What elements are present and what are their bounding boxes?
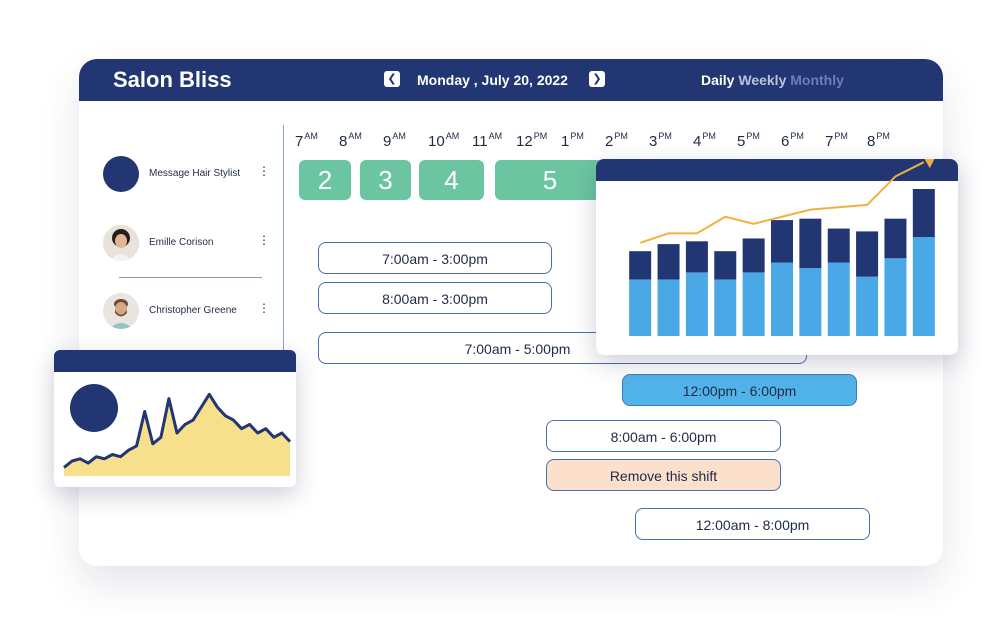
- widget-header: [54, 350, 296, 372]
- hour-label: 10AM: [428, 131, 460, 150]
- tab-monthly[interactable]: Monthly: [790, 72, 844, 88]
- hour-label: 11AM: [472, 131, 503, 150]
- avatar: [103, 293, 139, 329]
- hour-label: 9AM: [383, 131, 406, 150]
- bar-segment-lower: [884, 258, 907, 336]
- staff-row-emille-corison[interactable]: Emille Corison ⋮: [103, 225, 273, 261]
- staff-count-block[interactable]: 2: [299, 160, 351, 200]
- hour-label: 6PM: [781, 131, 804, 150]
- bar-segment-lower: [827, 262, 850, 336]
- bar-segment-lower: [657, 279, 680, 336]
- bar-segment-upper: [714, 251, 737, 280]
- shift-block[interactable]: 8:00am - 6:00pm: [546, 420, 781, 452]
- sun-icon: [70, 384, 118, 432]
- current-date: Monday , July 20, 2022: [417, 72, 568, 88]
- hour-label: 2PM: [605, 131, 628, 150]
- view-switcher: Daily Weekly Monthly: [701, 72, 844, 88]
- bar-segment-lower: [629, 279, 652, 336]
- staff-row-christopher-greene[interactable]: Christopher Greene ⋮: [103, 293, 273, 329]
- staff-count-block[interactable]: 3: [360, 160, 411, 200]
- tab-weekly[interactable]: Weekly: [738, 72, 787, 88]
- bar-segment-lower: [856, 276, 879, 336]
- bar-segment-upper: [884, 218, 907, 259]
- staff-count-block[interactable]: 5: [495, 160, 605, 200]
- shift-block-selected[interactable]: 12:00pm - 6:00pm: [622, 374, 857, 406]
- bar-segment-lower: [714, 279, 737, 336]
- tab-daily[interactable]: Daily: [701, 72, 735, 88]
- hour-label: 7PM: [825, 131, 848, 150]
- trend-arrow-icon: [924, 159, 935, 169]
- staff-divider: [119, 277, 262, 278]
- more-options-icon[interactable]: ⋮: [258, 164, 270, 178]
- staff-count-block[interactable]: 4: [419, 160, 484, 200]
- hour-label: 5PM: [737, 131, 760, 150]
- next-day-button[interactable]: ❯: [589, 71, 605, 87]
- area-line: [63, 392, 292, 469]
- avatar-placeholder: [103, 156, 139, 192]
- bar-segment-lower: [742, 272, 765, 336]
- hour-label: 8AM: [339, 131, 362, 150]
- area-chart-widget: [54, 350, 296, 487]
- staff-name: Christopher Greene: [149, 305, 237, 316]
- hour-label: 7AM: [295, 131, 318, 150]
- chevron-right-icon: ❯: [592, 73, 602, 85]
- bar-segment-lower: [799, 268, 822, 336]
- bar-segment-lower: [912, 237, 935, 336]
- bar-segment-upper: [771, 220, 793, 263]
- bar-segment-upper: [685, 241, 708, 273]
- trend-line: [639, 161, 925, 244]
- shift-block[interactable]: 12:00am - 8:00pm: [635, 508, 870, 540]
- hour-label: 12PM: [516, 131, 548, 150]
- app-header: Salon Bliss ❮ Monday , July 20, 2022 ❯ D…: [79, 59, 943, 101]
- person-photo-icon: [103, 293, 139, 329]
- hour-label: 3PM: [649, 131, 672, 150]
- bar-segment-upper: [827, 228, 850, 263]
- prev-day-button[interactable]: ❮: [384, 71, 400, 87]
- person-photo-icon: [103, 225, 139, 261]
- bar-segment-upper: [912, 189, 935, 238]
- remove-shift-button[interactable]: Remove this shift: [546, 459, 781, 491]
- more-options-icon[interactable]: ⋮: [258, 301, 270, 315]
- chevron-left-icon: ❮: [387, 73, 397, 85]
- staff-name: Emille Corison: [149, 237, 214, 248]
- widget-header: [596, 159, 958, 181]
- shift-block[interactable]: 7:00am - 3:00pm: [318, 242, 552, 274]
- hour-label: 8PM: [867, 131, 890, 150]
- area-fill: [64, 394, 290, 476]
- bar-chart: [629, 159, 935, 336]
- shift-block[interactable]: 8:00am - 3:00pm: [318, 282, 552, 314]
- area-chart: [63, 384, 292, 476]
- bar-segment-lower: [771, 262, 793, 336]
- bar-segment-upper: [742, 238, 765, 273]
- bar-chart-widget: [596, 159, 958, 355]
- staff-name: Message Hair Stylist: [149, 168, 241, 179]
- bar-segment-upper: [629, 251, 652, 280]
- hour-label: 1PM: [561, 131, 584, 150]
- staff-row-message-hair-stylist[interactable]: Message Hair Stylist ⋮: [103, 156, 273, 192]
- bar-segment-lower: [685, 272, 708, 336]
- bar-segment-upper: [657, 244, 680, 280]
- hour-label: 4PM: [693, 131, 716, 150]
- app-title: Salon Bliss: [113, 67, 232, 92]
- bar-segment-upper: [799, 218, 822, 269]
- timeline-divider: [283, 125, 284, 350]
- more-options-icon[interactable]: ⋮: [258, 233, 270, 247]
- avatar: [103, 225, 139, 261]
- bar-segment-upper: [856, 231, 879, 277]
